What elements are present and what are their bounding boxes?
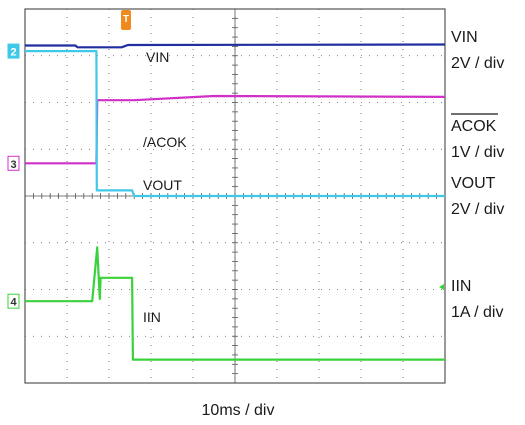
trace-label-vin: VIN: [146, 49, 169, 65]
x-axis-label: 10ms / div: [202, 402, 275, 419]
traces: [25, 43, 446, 361]
channel-marker-label: 2: [10, 47, 16, 59]
trace-label-acok: /ACOK: [143, 134, 187, 150]
scale-name-acok: ACOK: [451, 118, 497, 135]
channel-marker-box: [7, 43, 20, 59]
trace-label-iin: IIN: [143, 309, 161, 325]
channel-markers: 3 2 4 T: [7, 10, 444, 309]
channel-marker-2: 2: [7, 43, 20, 59]
scale-value-acok: 1V / div: [451, 144, 504, 161]
scale-name-iin: IIN: [451, 278, 471, 295]
channel-marker-3: 3: [7, 155, 20, 171]
channel-marker-label: 3: [10, 159, 16, 171]
scale-value-iin: 1A / div: [451, 304, 503, 321]
trigger-marker-label: T: [123, 14, 129, 25]
trace-acok: [25, 94, 446, 165]
channel-marker-box: [7, 155, 20, 171]
scale-value-vin: 2V / div: [451, 55, 504, 72]
scale-name-vout: VOUT: [451, 175, 496, 192]
trace-vout: [25, 49, 445, 198]
scale-name-vin: VIN: [451, 29, 478, 46]
channel-marker-4: 4: [7, 293, 20, 309]
scale-value-vout: 2V / div: [451, 201, 504, 218]
trigger-marker-body: [121, 10, 131, 30]
trigger-marker: T: [121, 10, 131, 30]
trace-label-vout: VOUT: [143, 177, 182, 193]
channel-marker-box: [7, 293, 20, 309]
labels: VIN /ACOK VOUT IIN VIN 2V / div ACOK 1V …: [143, 29, 504, 419]
trace-iin: [25, 246, 445, 361]
iin-reference-arrow: [439, 284, 444, 290]
channel-marker-label: 4: [10, 297, 17, 309]
trace-vin: [25, 43, 446, 49]
